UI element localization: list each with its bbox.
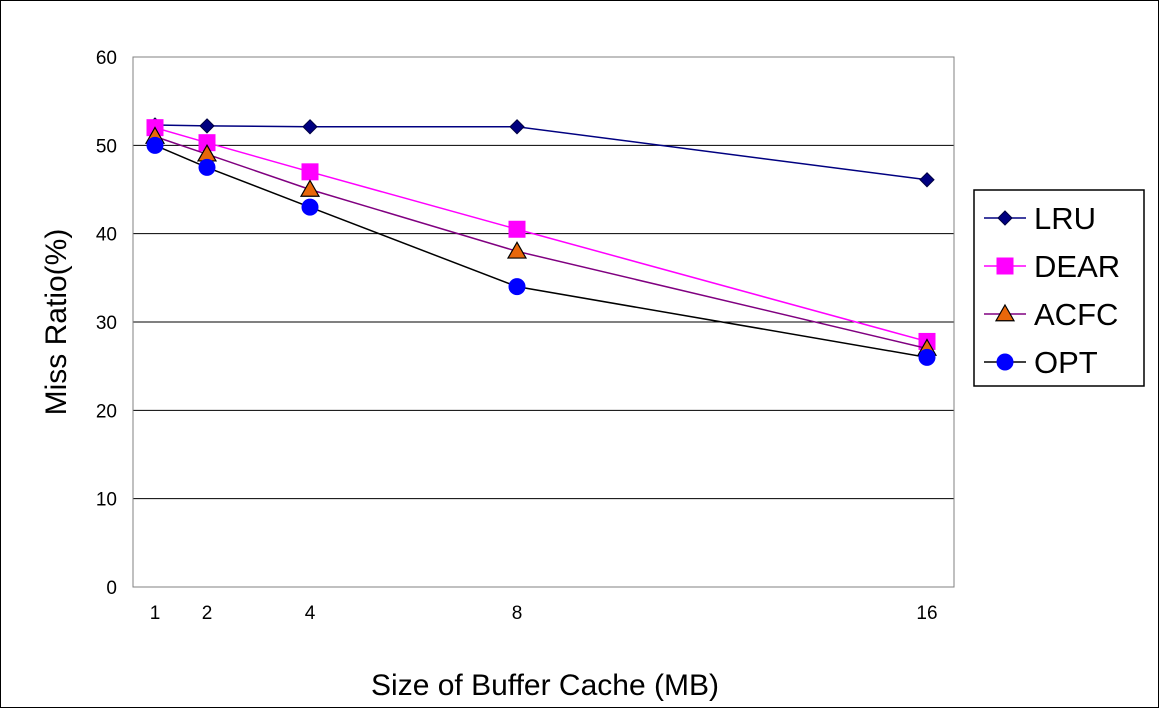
series-acfc [144, 126, 938, 356]
data-point-opt [508, 278, 526, 296]
y-axis-title: Miss Ratio(%) [40, 229, 73, 416]
data-point-lru [509, 119, 525, 135]
data-point-lru [199, 118, 215, 134]
data-point-opt [918, 348, 936, 366]
series-group [144, 117, 938, 366]
y-tick-label: 50 [96, 136, 117, 157]
series-dear [146, 119, 936, 350]
series-line-acfc [154, 135, 928, 350]
y-tick-label: 0 [106, 578, 117, 599]
legend-label-lru: LRU [1034, 201, 1096, 236]
data-point-lru [919, 172, 935, 188]
series-lru [147, 117, 935, 188]
data-point-dear [508, 220, 526, 238]
legend-item-dear: DEAR [984, 249, 1120, 284]
series-line-dear [154, 126, 928, 343]
data-point-dear [301, 163, 319, 181]
legend-item-lru: LRU [984, 201, 1096, 236]
x-tick-label: 16 [916, 603, 937, 624]
x-tick-label: 8 [512, 603, 523, 624]
x-axis-ticks: 1 2 4 8 16 [150, 603, 938, 624]
series-line-lru [154, 124, 928, 181]
y-tick-label: 40 [96, 225, 117, 246]
y-tick-label: 60 [96, 48, 117, 69]
x-tick-label: 4 [305, 603, 316, 624]
x-axis-title: Size of Buffer Cache (MB) [371, 669, 719, 702]
legend-marker-lru [997, 210, 1013, 226]
legend-marker-opt [996, 353, 1014, 371]
data-point-opt [198, 158, 216, 176]
x-tick-label: 1 [150, 603, 161, 624]
y-tick-label: 10 [96, 490, 117, 511]
legend-item-acfc: ACFC [984, 297, 1118, 332]
data-point-opt [301, 198, 319, 216]
legend: LRU DEAR ACFC OPT [973, 189, 1145, 387]
x-tick-label: 2 [202, 603, 213, 624]
data-point-acfc [506, 241, 528, 259]
series-line-opt [154, 144, 928, 359]
gridlines [133, 144, 954, 500]
legend-label-opt: OPT [1034, 345, 1098, 380]
data-point-lru [302, 119, 318, 135]
y-tick-label: 20 [96, 401, 117, 422]
legend-marker-dear [996, 257, 1014, 275]
legend-item-opt: OPT [984, 345, 1098, 380]
series-opt [146, 136, 936, 366]
legend-marker-acfc [994, 303, 1016, 322]
plot-area [132, 56, 955, 588]
y-axis-ticks: 0 10 20 30 40 50 60 [96, 48, 117, 599]
legend-label-acfc: ACFC [1034, 297, 1118, 332]
data-point-opt [146, 136, 164, 154]
data-point-acfc [299, 179, 321, 197]
legend-label-dear: DEAR [1034, 249, 1120, 284]
y-tick-label: 30 [96, 313, 117, 334]
